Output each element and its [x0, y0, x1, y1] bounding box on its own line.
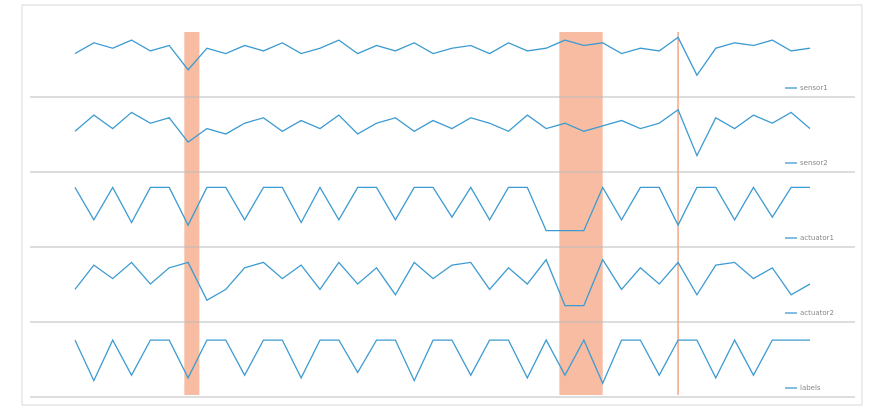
frame	[21, 4, 863, 406]
anomaly-region	[184, 32, 200, 395]
legend-label: sensor1	[800, 84, 828, 92]
legend-label: sensor2	[800, 159, 828, 167]
legend-label: actuator2	[800, 309, 834, 317]
legend-label: actuator1	[800, 234, 834, 242]
series-line	[74, 36, 811, 77]
legend-label: labels	[800, 384, 821, 392]
series-line	[74, 338, 810, 385]
series-line	[74, 258, 811, 307]
series-line	[74, 108, 811, 158]
series-line	[74, 185, 810, 232]
anomaly-region	[559, 32, 603, 395]
